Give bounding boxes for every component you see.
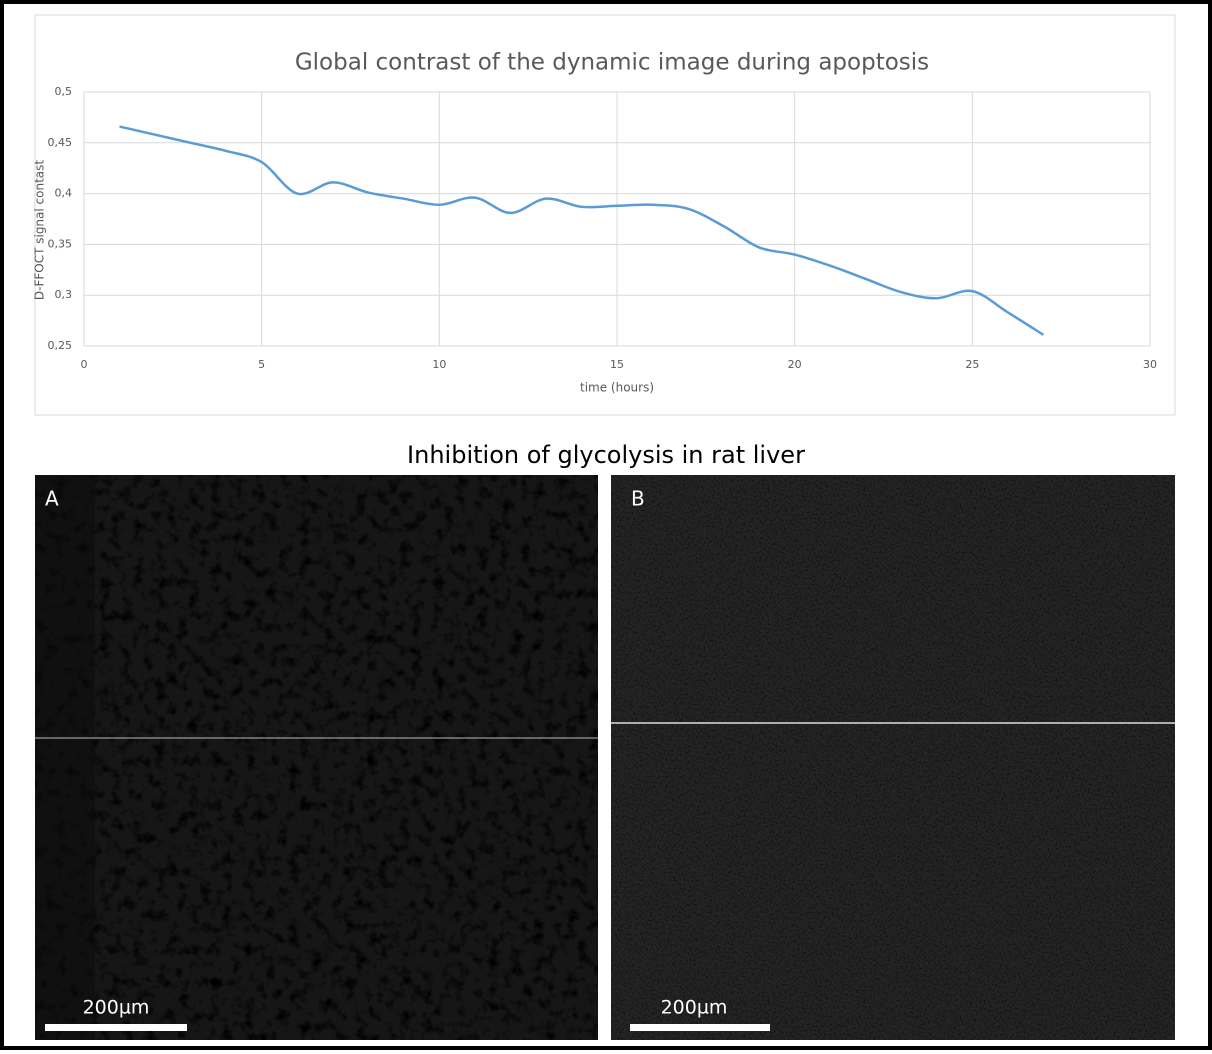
- panel-b: B 200µm: [611, 475, 1175, 1040]
- scale-label: 200µm: [83, 997, 150, 1019]
- x-tick-label: 0: [81, 358, 88, 371]
- y-axis-label: D-FFOCT signal contast: [33, 160, 47, 301]
- y-tick-label: 0,3: [55, 288, 73, 301]
- y-tick-label: 0,35: [48, 237, 73, 250]
- scale-bar: [630, 1024, 770, 1031]
- panel-label: A: [45, 487, 59, 511]
- x-tick-label: 20: [788, 358, 802, 371]
- figure-title: Inhibition of glycolysis in rat liver: [407, 441, 805, 469]
- y-tick-label: 0,4: [55, 187, 73, 200]
- image-a-edge: [35, 475, 95, 1040]
- x-tick-label: 10: [432, 358, 446, 371]
- x-tick-label: 5: [258, 358, 265, 371]
- x-tick-label: 30: [1143, 358, 1157, 371]
- y-tick-label: 0,45: [48, 136, 73, 149]
- scale-bar: [45, 1024, 187, 1031]
- y-tick-label: 0,5: [55, 85, 73, 98]
- x-tick-label: 25: [965, 358, 979, 371]
- x-tick-label: 15: [610, 358, 624, 371]
- image-a-texture: [35, 475, 598, 1040]
- scale-label: 200µm: [661, 997, 728, 1019]
- figure: Global contrast of the dynamic image dur…: [0, 0, 1212, 1050]
- y-tick-label: 0,25: [48, 339, 73, 352]
- panel-a: A 200µm: [35, 475, 598, 1040]
- image-b-texture: [611, 475, 1175, 1040]
- x-axis-label: time (hours): [580, 381, 654, 395]
- chart-title: Global contrast of the dynamic image dur…: [295, 50, 929, 76]
- panel-label: B: [631, 487, 645, 511]
